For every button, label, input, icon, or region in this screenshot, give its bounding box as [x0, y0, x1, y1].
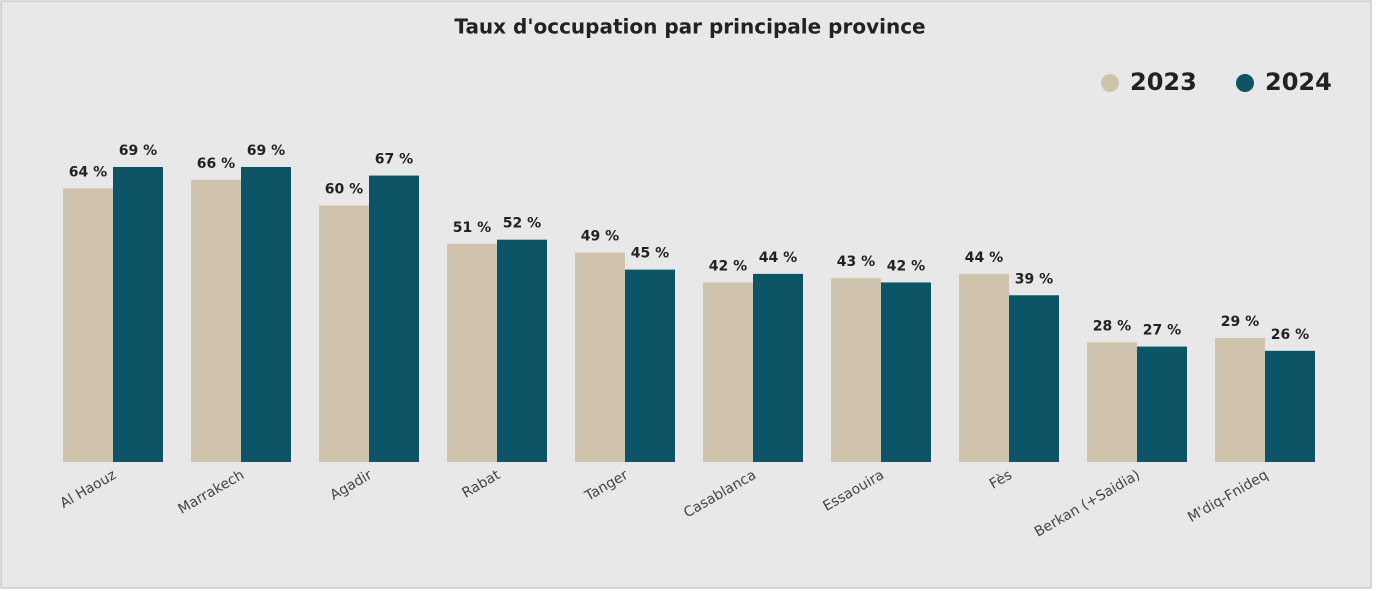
bar — [319, 205, 369, 462]
chart-title: Taux d'occupation par principale provinc… — [454, 15, 925, 39]
bar — [497, 239, 547, 462]
legend-label: 2024 — [1265, 68, 1332, 96]
bar — [447, 243, 497, 462]
value-label: 66 % — [197, 156, 235, 172]
value-label: 51 % — [453, 220, 491, 236]
value-label: 29 % — [1221, 314, 1259, 330]
bar — [625, 269, 675, 462]
legend-label: 2023 — [1130, 68, 1197, 96]
value-label: 44 % — [965, 250, 1003, 266]
value-label: 44 % — [759, 250, 797, 266]
bar — [369, 175, 419, 462]
value-label: 26 % — [1271, 327, 1309, 343]
bar — [1009, 295, 1059, 462]
value-label: 52 % — [503, 216, 541, 232]
legend-marker — [1236, 74, 1254, 92]
bar — [959, 273, 1009, 462]
value-label: 69 % — [119, 143, 157, 159]
bar — [241, 167, 291, 462]
bar — [575, 252, 625, 462]
value-label: 27 % — [1143, 323, 1181, 339]
bar — [1137, 346, 1187, 462]
bar — [1087, 342, 1137, 462]
bar — [191, 179, 241, 462]
bar — [753, 273, 803, 462]
value-label: 42 % — [887, 258, 925, 274]
value-label: 60 % — [325, 181, 363, 197]
bar — [881, 282, 931, 462]
value-label: 43 % — [837, 254, 875, 270]
bar — [703, 282, 753, 462]
value-label: 39 % — [1015, 271, 1053, 287]
value-label: 45 % — [631, 246, 669, 262]
value-label: 28 % — [1093, 318, 1131, 334]
bar — [63, 188, 113, 462]
bar — [1215, 338, 1265, 462]
bar — [1265, 350, 1315, 462]
value-label: 67 % — [375, 152, 413, 168]
value-label: 64 % — [69, 164, 107, 180]
legend-marker — [1101, 74, 1119, 92]
value-label: 42 % — [709, 258, 747, 274]
value-label: 69 % — [247, 143, 285, 159]
bar — [113, 167, 163, 462]
value-label: 49 % — [581, 229, 619, 245]
bar — [831, 278, 881, 462]
